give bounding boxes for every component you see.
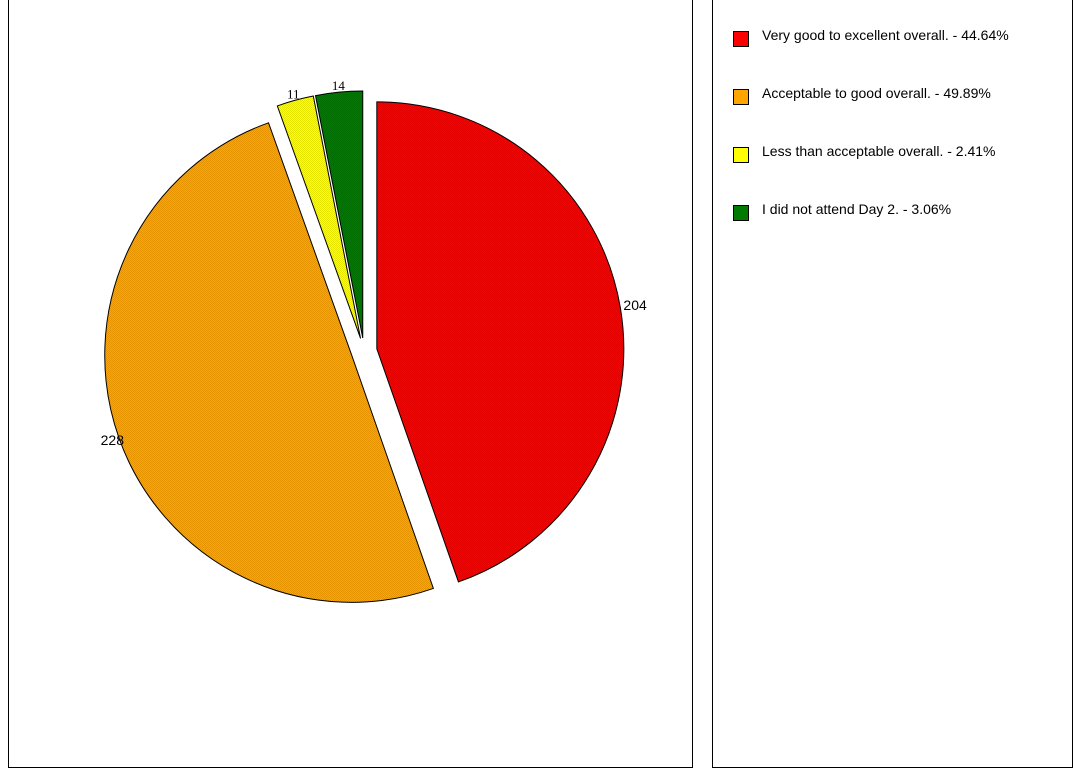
pie-slice-acceptable-texture [104,122,434,603]
pie-slice-less-than-acceptable-texture [277,96,361,339]
legend-label: Very good to excellent overall. - 44.64% [762,27,1009,43]
pie-chart: 204 228 11 14 [101,78,647,603]
legend-label: I did not attend Day 2. - 3.06% [762,201,952,217]
legend-swatch [733,89,749,105]
slice-value-label: 14 [332,78,346,93]
slice-value-label: 228 [101,432,125,448]
pie-slice-very-good-texture [376,101,624,582]
legend-swatch [733,205,749,221]
pie-slice-did-not-attend-texture [315,91,363,339]
legend-label: Acceptable to good overall. - 49.89% [762,85,991,101]
legend-swatch [733,147,749,163]
slice-value-label: 11 [287,87,300,102]
legend-swatch [733,31,749,47]
slice-value-label: 204 [623,297,647,313]
legend-label: Less than acceptable overall. - 2.41% [762,143,996,159]
legend-panel: Very good to excellent overall. - 44.64%… [712,0,1073,768]
chart-panel: 204 228 11 14 [8,0,693,768]
